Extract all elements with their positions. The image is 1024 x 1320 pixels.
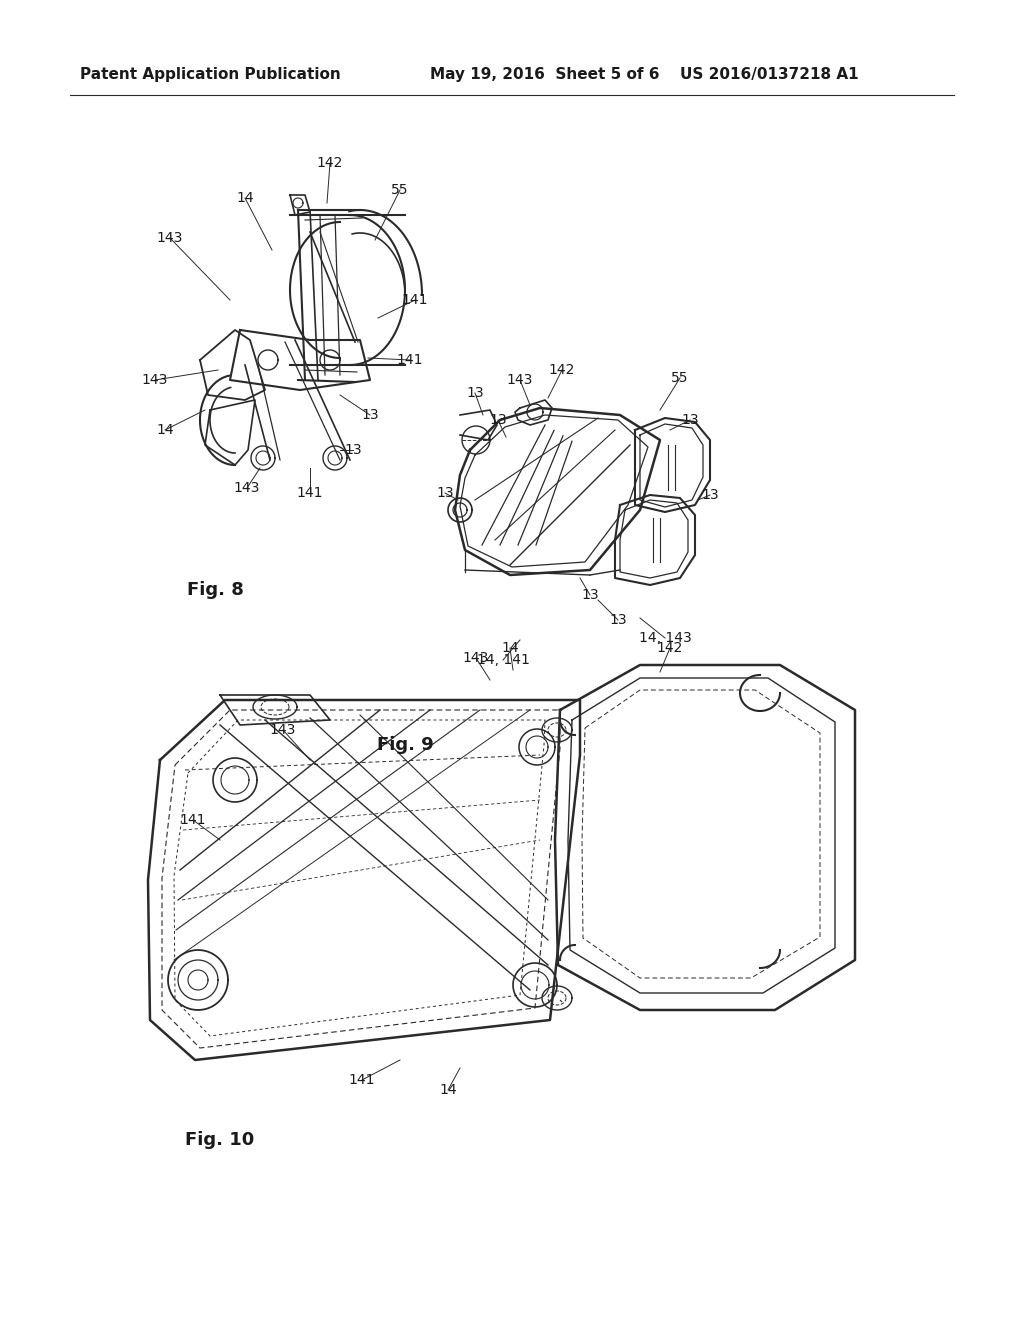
Text: 13: 13 <box>701 488 719 502</box>
Text: 14, 143: 14, 143 <box>639 631 691 645</box>
Text: 13: 13 <box>582 587 599 602</box>
Text: 13: 13 <box>361 408 379 422</box>
Text: 143: 143 <box>507 374 534 387</box>
Text: 13: 13 <box>609 612 627 627</box>
Text: 141: 141 <box>349 1073 375 1086</box>
Text: 141: 141 <box>180 813 206 828</box>
Text: 13: 13 <box>466 385 483 400</box>
Text: 143: 143 <box>463 651 489 665</box>
Text: 143: 143 <box>157 231 183 246</box>
Text: 141: 141 <box>396 352 423 367</box>
Text: 13: 13 <box>489 413 507 426</box>
Text: 141: 141 <box>401 293 428 308</box>
Text: 14: 14 <box>237 191 254 205</box>
Text: US 2016/0137218 A1: US 2016/0137218 A1 <box>680 67 859 82</box>
Text: 13: 13 <box>681 413 698 426</box>
Text: 14: 14 <box>157 422 174 437</box>
Text: 55: 55 <box>672 371 689 385</box>
Text: 13: 13 <box>436 486 454 500</box>
Text: Patent Application Publication: Patent Application Publication <box>80 67 341 82</box>
Text: 141: 141 <box>297 486 324 500</box>
Text: Fig. 8: Fig. 8 <box>186 581 244 599</box>
Text: 142: 142 <box>656 642 683 655</box>
Text: 14, 141: 14, 141 <box>476 653 529 667</box>
Text: 13: 13 <box>344 444 361 457</box>
Text: 142: 142 <box>316 156 343 170</box>
Text: Fig. 9: Fig. 9 <box>377 737 433 754</box>
Text: 14: 14 <box>501 642 519 655</box>
Text: Fig. 10: Fig. 10 <box>185 1131 255 1148</box>
Text: 143: 143 <box>141 374 168 387</box>
Text: 143: 143 <box>269 723 296 737</box>
Text: 55: 55 <box>391 183 409 197</box>
Text: May 19, 2016  Sheet 5 of 6: May 19, 2016 Sheet 5 of 6 <box>430 67 659 82</box>
Text: 14: 14 <box>439 1082 457 1097</box>
Text: 143: 143 <box>233 480 260 495</box>
Text: 142: 142 <box>549 363 575 378</box>
